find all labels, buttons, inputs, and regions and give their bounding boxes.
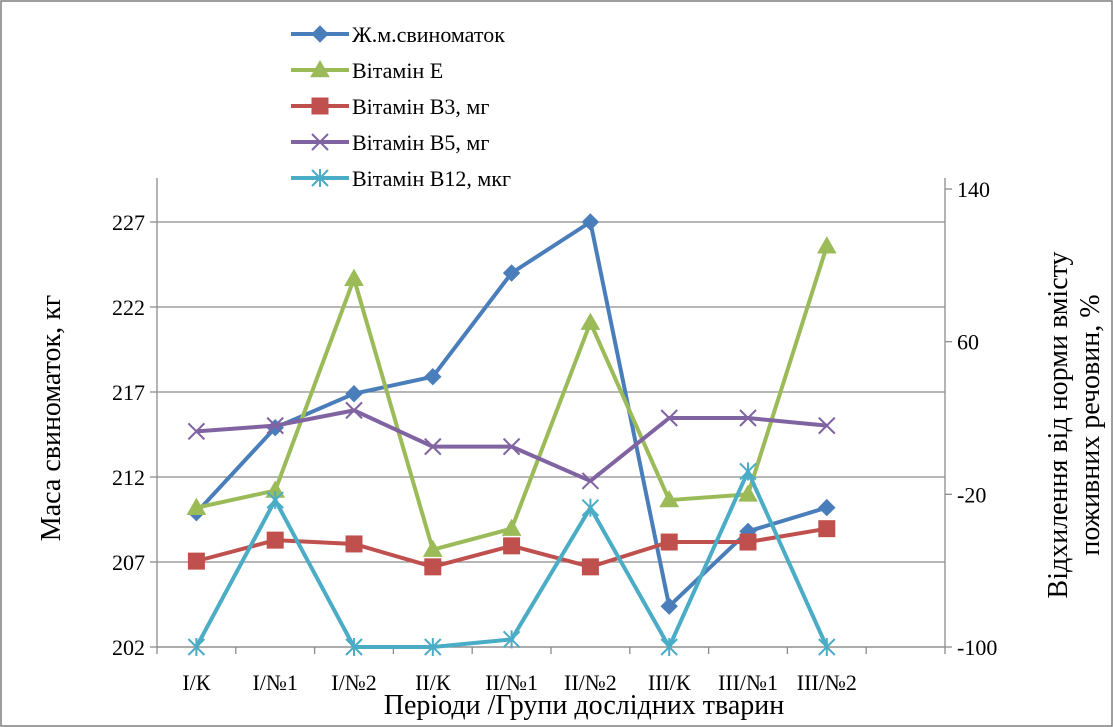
- data-point: [422, 539, 443, 557]
- legend-item: Вітамін В5, мг: [291, 130, 489, 155]
- data-point: [581, 213, 600, 231]
- data-point-stroke: [818, 416, 836, 435]
- data-point: [187, 638, 206, 656]
- data-point: [345, 535, 363, 553]
- legend-marker: [311, 25, 329, 43]
- data-point: [581, 498, 600, 517]
- legend-item: Вітамін В3, мг: [291, 94, 489, 119]
- data-point: [818, 416, 836, 435]
- legend-item: Вітамін Е: [291, 58, 443, 83]
- data-point: [659, 490, 680, 508]
- y-left-tick-label: 217: [112, 380, 145, 405]
- data-point: [739, 409, 757, 427]
- data-point: [660, 409, 678, 427]
- data-point-stroke: [660, 409, 678, 427]
- data-point: [503, 537, 521, 555]
- legend-marker-stroke: [311, 133, 329, 151]
- legend-marker: [310, 59, 330, 78]
- y-axis-right-title-line2: поживних речовин, %: [1075, 294, 1106, 555]
- data-point: [266, 416, 284, 435]
- data-point: [345, 401, 363, 420]
- y-left-tick-label: 207: [112, 550, 145, 575]
- legend-label: Вітамін В3, мг: [352, 94, 489, 119]
- legend-marker: [311, 97, 329, 115]
- axes: [150, 178, 952, 654]
- data-point: [816, 236, 837, 254]
- data-point: [818, 520, 836, 538]
- data-point: [186, 497, 207, 515]
- y-left-tick-label: 202: [112, 635, 145, 660]
- data-point: [187, 422, 206, 441]
- data-point: [580, 312, 601, 330]
- series: [186, 213, 837, 656]
- data-point: [502, 437, 521, 456]
- x-tick-label: ІІІ/№1: [718, 670, 778, 695]
- x-tick-label: І/№2: [331, 670, 376, 695]
- data-point-stroke: [266, 416, 284, 435]
- y-right-tick-label: 60: [957, 330, 979, 355]
- x-tick-label: І/№1: [252, 670, 297, 695]
- x-axis-title: Періоди /Групи дослідних тварин: [384, 690, 784, 721]
- data-point: [739, 533, 757, 551]
- data-point: [660, 638, 678, 656]
- x-tick-label: ІІІ/№2: [797, 670, 857, 695]
- data-point-stroke: [581, 472, 600, 490]
- x-tick-label: ІІ/К: [415, 670, 451, 695]
- data-point-stroke: [345, 401, 363, 420]
- data-point: [501, 518, 522, 536]
- legend-label: Вітамін Е: [352, 58, 443, 83]
- data-point: [345, 638, 363, 656]
- data-point: [818, 638, 836, 656]
- data-point: [424, 437, 442, 456]
- series-5: [187, 462, 836, 656]
- data-point: [187, 552, 205, 570]
- legend: Ж.м.свиноматок Вітамін Е Вітамін В3, мг Віт…: [291, 22, 511, 191]
- data-point: [581, 558, 599, 576]
- data-point: [581, 472, 600, 490]
- y-right-tick-label: -100: [957, 635, 997, 660]
- data-point-stroke: [424, 437, 442, 456]
- data-point: [818, 498, 836, 517]
- data-point: [345, 384, 363, 403]
- series-3: [187, 520, 836, 576]
- data-point: [424, 558, 442, 576]
- data-point: [266, 491, 284, 510]
- x-tick-label: ІІ/№1: [485, 670, 538, 695]
- data-point: [660, 533, 678, 551]
- data-point: [660, 597, 678, 615]
- y-right-tick-label: -20: [957, 482, 986, 507]
- legend-label: Ж.м.свиноматок: [352, 22, 505, 47]
- data-point-stroke: [187, 422, 206, 441]
- y-left-tick-label: 212: [112, 465, 145, 490]
- x-tick-label: ІІІ/К: [648, 670, 691, 695]
- y-left-tick-label: 227: [112, 210, 145, 235]
- tick-labels: 202 207 212 217 222 227 -100 -20 60 140 І/К І/№1 І/№…: [112, 177, 997, 695]
- data-point: [502, 630, 521, 649]
- series-4: [187, 401, 836, 490]
- legend-label: Вітамін В5, мг: [352, 130, 489, 155]
- legend-label: Вітамін В12, мкг: [352, 166, 511, 191]
- data-point: [424, 367, 442, 386]
- data-point: [502, 264, 521, 282]
- x-tick-label: ІІ/№2: [564, 670, 617, 695]
- data-point: [266, 531, 284, 549]
- data-point: [344, 268, 364, 286]
- y-axis-right-title-line1: Відхилення від норми вмісту: [1043, 252, 1074, 599]
- legend-marker: [311, 169, 329, 187]
- legend-item: Ж.м.свиноматок: [291, 22, 505, 47]
- legend-item: Вітамін В12, мкг: [291, 166, 511, 191]
- legend-marker: [311, 133, 329, 151]
- data-point: [424, 638, 442, 656]
- data-point: [738, 484, 758, 502]
- x-tick-label: І/К: [182, 670, 210, 695]
- data-point-stroke: [739, 409, 757, 427]
- data-point-stroke: [502, 437, 521, 456]
- data-point: [739, 462, 757, 481]
- y-axis-left-title: Маса свиноматок, кг: [36, 295, 67, 541]
- y-right-tick-label: 140: [957, 177, 990, 202]
- y-left-tick-label: 222: [112, 295, 145, 320]
